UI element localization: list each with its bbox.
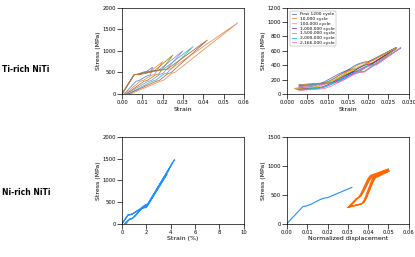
2,166,000 cycle xyxy=(299,85,304,88)
First 1200 cycle xyxy=(389,48,394,51)
Line: 1,500,000 cycle: 1,500,000 cycle xyxy=(297,48,397,90)
1,000,000 cycle xyxy=(295,88,300,91)
Y-axis label: Stress (MPa): Stress (MPa) xyxy=(96,161,101,200)
2,000,000 cycle xyxy=(297,85,302,88)
X-axis label: Strain (%): Strain (%) xyxy=(167,236,199,241)
1,500,000 cycle xyxy=(391,50,395,53)
10,000 cycle xyxy=(298,84,303,87)
Line: 2,166,000 cycle: 2,166,000 cycle xyxy=(299,48,400,90)
1,000,000 cycle xyxy=(394,47,399,50)
First 1200 cycle xyxy=(306,85,311,88)
2,000,000 cycle xyxy=(398,47,403,50)
Line: 10,000 cycle: 10,000 cycle xyxy=(295,48,397,89)
1,500,000 cycle xyxy=(295,88,300,91)
2,166,000 cycle xyxy=(390,52,395,55)
1,500,000 cycle xyxy=(314,87,319,90)
2,000,000 cycle xyxy=(297,89,302,92)
10,000 cycle xyxy=(321,82,326,86)
2,000,000 cycle xyxy=(390,52,395,55)
Y-axis label: Stress (MPa): Stress (MPa) xyxy=(261,161,266,200)
1,500,000 cycle xyxy=(394,47,399,50)
100,000 cycle xyxy=(394,47,399,50)
First 1200 cycle xyxy=(394,46,399,49)
10,000 cycle xyxy=(297,84,302,87)
10,000 cycle xyxy=(389,49,394,52)
Y-axis label: Stress (MPa): Stress (MPa) xyxy=(261,32,266,70)
1,000,000 cycle xyxy=(314,86,319,89)
2,000,000 cycle xyxy=(314,87,319,90)
First 1200 cycle xyxy=(298,83,303,86)
2,000,000 cycle xyxy=(298,85,303,88)
Text: Ni-rich NiTi: Ni-rich NiTi xyxy=(2,188,51,197)
Line: 100,000 cycle: 100,000 cycle xyxy=(295,48,397,89)
1,500,000 cycle xyxy=(339,78,344,81)
Line: 1,000,000 cycle: 1,000,000 cycle xyxy=(297,48,397,89)
First 1200 cycle xyxy=(384,51,389,54)
1,000,000 cycle xyxy=(297,84,302,87)
1,000,000 cycle xyxy=(386,52,391,55)
Line: First 1200 cycle: First 1200 cycle xyxy=(295,47,397,88)
2,166,000 cycle xyxy=(342,78,347,81)
First 1200 cycle xyxy=(331,77,336,80)
1,500,000 cycle xyxy=(387,52,392,55)
100,000 cycle xyxy=(390,49,395,52)
100,000 cycle xyxy=(297,84,302,87)
1,000,000 cycle xyxy=(298,84,303,87)
Legend: First 1200 cycle, 10,000 cycle, 100,000 cycle, 1,000,000 cycle, 1,500,000 cycle,: First 1200 cycle, 10,000 cycle, 100,000 … xyxy=(290,11,336,46)
2,166,000 cycle xyxy=(329,85,334,88)
100,000 cycle xyxy=(293,87,298,90)
2,000,000 cycle xyxy=(326,84,331,87)
10,000 cycle xyxy=(394,46,399,49)
10,000 cycle xyxy=(293,87,298,90)
100,000 cycle xyxy=(310,86,315,89)
Text: Ti-rich NiTi: Ti-rich NiTi xyxy=(2,65,49,74)
First 1200 cycle xyxy=(297,83,302,86)
2,166,000 cycle xyxy=(398,46,403,49)
1,500,000 cycle xyxy=(326,84,331,87)
2,166,000 cycle xyxy=(297,85,302,88)
1,000,000 cycle xyxy=(338,78,343,81)
100,000 cycle xyxy=(335,78,340,81)
X-axis label: Normalized displacement: Normalized displacement xyxy=(308,236,388,241)
10,000 cycle xyxy=(310,86,315,89)
1,000,000 cycle xyxy=(325,84,330,87)
First 1200 cycle xyxy=(317,82,322,85)
First 1200 cycle xyxy=(293,87,298,90)
100,000 cycle xyxy=(298,84,303,87)
1,500,000 cycle xyxy=(298,84,303,87)
100,000 cycle xyxy=(386,52,391,55)
2,166,000 cycle xyxy=(297,89,302,92)
Line: 2,000,000 cycle: 2,000,000 cycle xyxy=(299,48,400,90)
2,000,000 cycle xyxy=(339,78,344,81)
Y-axis label: Stress (MPa): Stress (MPa) xyxy=(96,32,101,70)
100,000 cycle xyxy=(322,83,327,86)
2,166,000 cycle xyxy=(318,87,323,90)
2,166,000 cycle xyxy=(394,49,399,52)
1,000,000 cycle xyxy=(390,50,395,53)
X-axis label: Strain: Strain xyxy=(173,107,192,112)
10,000 cycle xyxy=(384,51,389,54)
X-axis label: Strain: Strain xyxy=(339,107,357,112)
10,000 cycle xyxy=(334,78,339,81)
2,000,000 cycle xyxy=(394,49,399,52)
1,500,000 cycle xyxy=(297,85,302,88)
